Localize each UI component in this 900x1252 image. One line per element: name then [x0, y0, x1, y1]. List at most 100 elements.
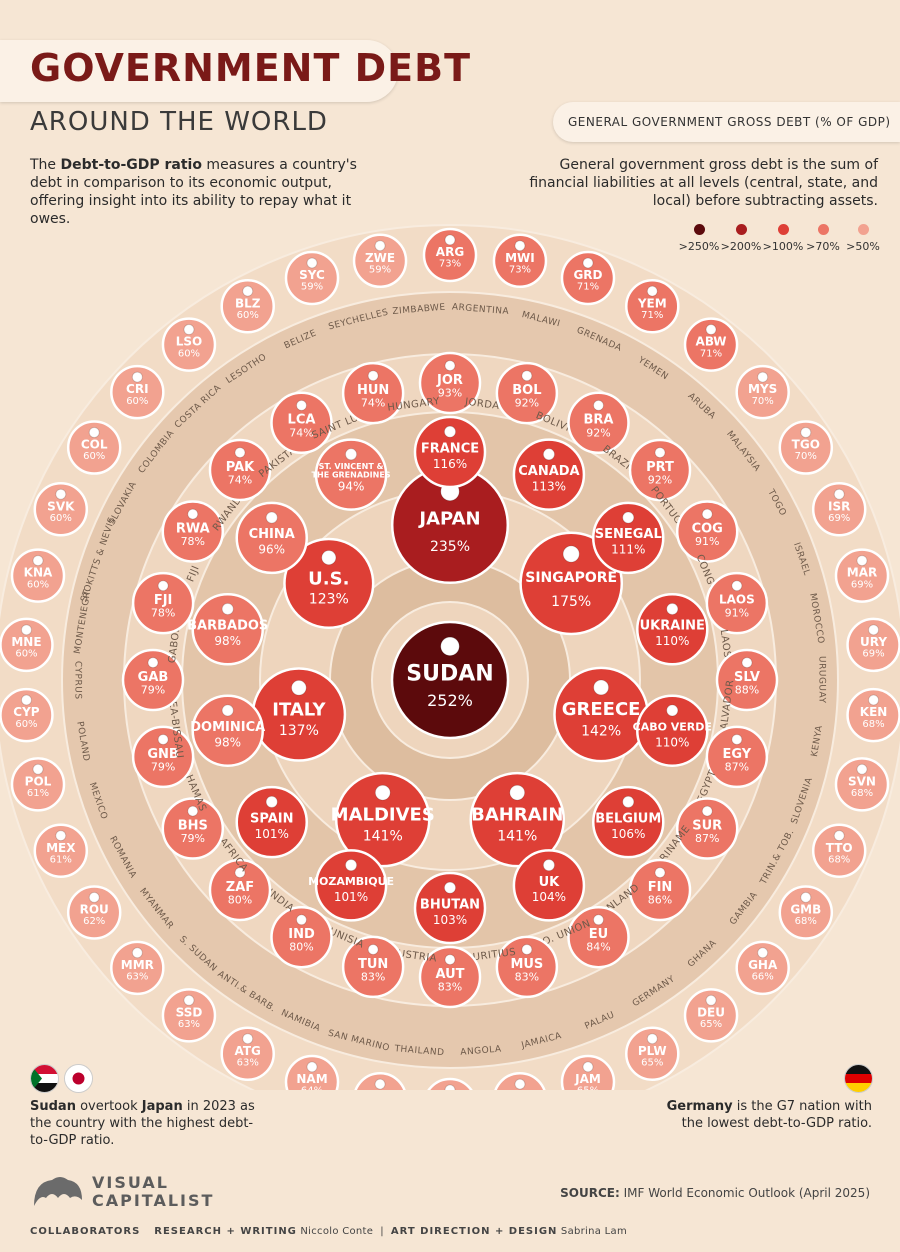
note-text: in 2023 as the country with the highest …: [30, 1099, 255, 1148]
flag-icon: [731, 733, 743, 745]
bubble-value: 60%: [15, 649, 37, 660]
flag-icon: [221, 704, 234, 717]
bubble-label: COG: [692, 521, 723, 536]
bubble-label: BELGIUM: [595, 812, 661, 827]
bubble-circle: [495, 935, 559, 999]
flag-icon: [800, 891, 812, 903]
bubble-label: PAK: [226, 460, 255, 475]
bubble-value: 70%: [795, 451, 817, 462]
bubble-circle: [628, 858, 692, 922]
bubble-value: 65%: [700, 1019, 722, 1030]
bubble-label: UK: [539, 875, 561, 890]
flag-icon: [344, 859, 358, 872]
bubble-value: 123%: [309, 591, 349, 607]
bubble-label: THE GRENADINES: [312, 470, 391, 479]
country-bubble: THA65%: [427, 1077, 473, 1090]
flag-icon: [562, 545, 580, 563]
country-name-label: CYPRUS: [72, 661, 82, 700]
bubble-circle: [519, 531, 624, 636]
page-title: GOVERNMENT DEBT: [30, 46, 472, 90]
flag-icon: [374, 784, 391, 801]
flag-icon: [868, 694, 880, 706]
bubble-value: 60%: [126, 396, 148, 407]
legend-label: >100%: [762, 240, 804, 253]
intro-post: measures a country's debt in comparison …: [30, 157, 357, 227]
bubble-circle: [341, 935, 405, 999]
bubble-circle: [161, 988, 217, 1043]
bubble-label: UKRAINE: [640, 619, 705, 634]
bubble-value: 98%: [214, 735, 241, 749]
bubble-label: GHA: [748, 958, 778, 972]
bubble-label: LCA: [288, 413, 316, 428]
design-label: ART DIRECTION + DESIGN: [390, 1226, 558, 1237]
bubble-circle: [208, 438, 272, 502]
flag-icon: [242, 285, 254, 297]
legend-dot: [735, 224, 747, 235]
bubble-value: 106%: [611, 827, 645, 841]
flag-icon: [147, 657, 159, 669]
legend-label: >50%: [846, 240, 880, 253]
bubble-value: 71%: [641, 310, 663, 321]
bubble-value: 62%: [83, 916, 105, 927]
flag-icon: [593, 399, 604, 411]
bubble-label: RWA: [176, 521, 210, 536]
bubble-circle: [10, 757, 66, 812]
flag-icon: [367, 943, 379, 955]
logo-mark-icon: [34, 1177, 82, 1206]
bubble-label: ST. VINCENT &: [319, 462, 384, 471]
flag-icon: [622, 795, 635, 808]
bubble-label: BHS: [178, 818, 208, 833]
legend-item-50: >50%: [840, 224, 886, 253]
flag-icon: [705, 994, 717, 1006]
flag-icon: [20, 694, 32, 706]
flag-icon: [542, 859, 556, 872]
bubble-label: GMB: [790, 903, 821, 917]
bubble-label: EU: [589, 927, 608, 942]
bubble-circle: [567, 905, 630, 969]
bubble-label: ITALY: [272, 699, 326, 720]
bubble-label: MWI: [505, 251, 535, 265]
bubble-circle: [811, 823, 867, 878]
bubble-label: SUDAN: [406, 662, 493, 687]
bubble-label: MOZAMBIQUE: [308, 875, 394, 888]
bubble-circle: [161, 797, 225, 860]
bubble-circle: [625, 278, 680, 334]
bubble-label: BHUTAN: [420, 897, 480, 912]
bubble-value: 92%: [586, 426, 610, 439]
bubble-label: U.S.: [308, 568, 349, 589]
bubble-label: HUN: [357, 383, 389, 398]
flag-icon: [666, 602, 679, 616]
bubble-value: 74%: [361, 397, 385, 410]
country-bubble: SMR64%: [354, 1071, 406, 1090]
bubble-label: NAM: [296, 1072, 327, 1086]
bubble-circle: [33, 823, 89, 878]
flag-icon: [701, 805, 713, 817]
flag-icon: [321, 550, 337, 566]
bubble-value: 63%: [178, 1019, 200, 1030]
bubble-label: SVN: [848, 774, 876, 788]
bubble-value: 74%: [228, 473, 252, 486]
bubble-value: 60%: [15, 719, 37, 730]
bubble-value: 61%: [50, 854, 72, 865]
flag-icon: [666, 704, 679, 717]
country-bubble: MALDIVES 141%: [331, 771, 435, 868]
bubble-label: LSO: [176, 335, 203, 349]
bubble-label: SLV: [734, 670, 760, 685]
flag-icon: [856, 555, 868, 567]
flag-icon: [444, 360, 456, 372]
bubble-circle: [131, 571, 195, 635]
flag-icon: [582, 1061, 594, 1073]
bubble-value: 83%: [438, 981, 462, 994]
flag-icon: [296, 914, 307, 926]
